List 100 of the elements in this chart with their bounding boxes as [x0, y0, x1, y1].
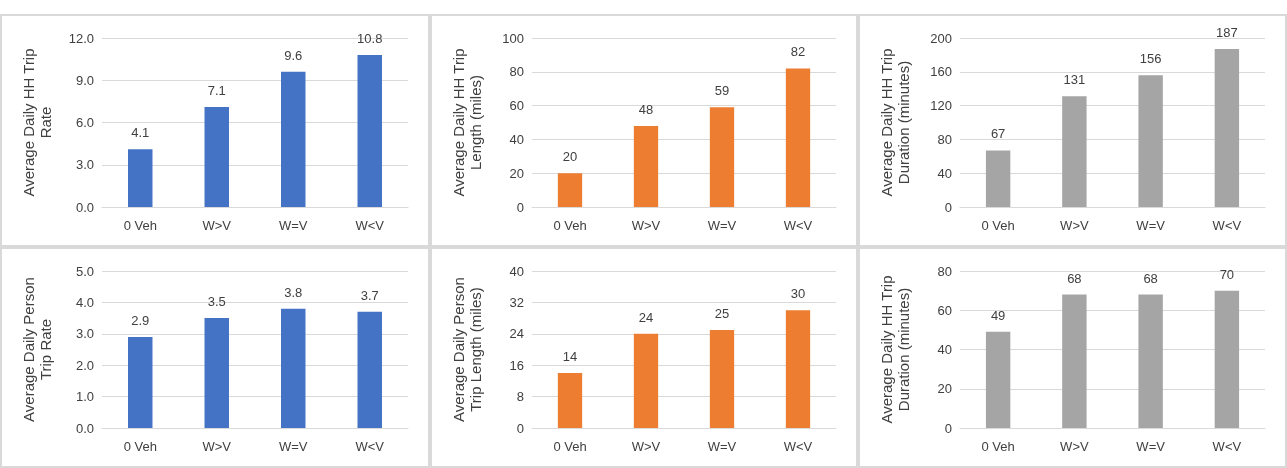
- y-axis-title: Average Daily HH Trip Rate: [20, 48, 54, 197]
- x-tick-label: W<V: [355, 218, 385, 233]
- y-tick-label: 0: [944, 199, 952, 215]
- y-axis-title: Average Daily HH Trip Duration (minutes): [878, 48, 912, 197]
- x-tick-label: W<V: [1212, 218, 1242, 233]
- bar: [709, 329, 735, 428]
- y-tick-label: 3.0: [75, 157, 94, 173]
- x-tick-label: W<V: [1212, 439, 1242, 454]
- x-tick-label: W<V: [783, 439, 813, 454]
- bar: [281, 71, 306, 207]
- y-tick-label: 16: [509, 357, 524, 373]
- data-label: 48: [638, 101, 654, 117]
- bar: [1062, 294, 1087, 428]
- x-tick-label: 0 Veh: [981, 218, 1015, 233]
- bar: [357, 54, 382, 207]
- x-tick-label: W>V: [202, 218, 232, 233]
- data-label: 24: [638, 309, 654, 325]
- data-label: 3.7: [360, 287, 379, 303]
- x-tick-label: W<V: [355, 439, 385, 454]
- data-label: 9.6: [284, 47, 303, 63]
- y-tick-label: 1.0: [75, 389, 94, 405]
- data-label: 59: [714, 83, 730, 99]
- y-tick-label: 8: [516, 389, 524, 405]
- bar: [985, 150, 1011, 207]
- bar: [785, 68, 811, 207]
- y-tick-label: 32: [509, 294, 524, 310]
- y-tick-label: 20: [509, 165, 524, 181]
- bar: [633, 333, 659, 428]
- data-label: 68: [1067, 270, 1082, 286]
- y-tick-label: 9.0: [75, 72, 94, 88]
- data-label: 187: [1216, 24, 1238, 40]
- y-tick-label: 3.0: [75, 326, 94, 342]
- bar: [204, 318, 229, 428]
- bar: [128, 149, 153, 207]
- x-tick-label: 0 Veh: [123, 439, 157, 454]
- y-tick-label: 100: [502, 30, 524, 46]
- y-axis-title: Average Daily Person Trip Length (miles): [450, 277, 484, 422]
- data-label: 3.5: [207, 294, 226, 310]
- y-tick-label: 80: [509, 64, 524, 80]
- x-tick-label: W=V: [278, 218, 308, 233]
- data-label: 131: [1063, 72, 1086, 88]
- bar: [204, 107, 229, 207]
- bar: [985, 331, 1011, 428]
- y-axis-title: Average Daily HH Trip Duration (minutes): [878, 275, 912, 424]
- y-tick-label: 40: [509, 263, 524, 279]
- data-label: 30: [790, 286, 806, 302]
- y-tick-label: 0.0: [75, 199, 94, 215]
- y-axis-title: Average Daily HH Trip Length (miles): [450, 48, 484, 197]
- y-tick-label: 60: [937, 302, 952, 318]
- bar: [281, 308, 306, 428]
- y-tick-label: 60: [509, 98, 524, 114]
- data-label: 82: [790, 44, 806, 60]
- data-label: 68: [1143, 270, 1158, 286]
- x-tick-label: W=V: [1136, 218, 1166, 233]
- data-label: 14: [562, 349, 578, 365]
- bar: [1214, 48, 1240, 207]
- x-tick-label: W<V: [783, 218, 813, 233]
- y-tick-label: 200: [930, 30, 952, 46]
- data-label: 4.1: [131, 125, 150, 141]
- data-label: 156: [1139, 51, 1162, 67]
- x-tick-label: W>V: [1060, 218, 1089, 233]
- bar: [1214, 290, 1240, 428]
- data-label: 10.8: [357, 30, 383, 46]
- x-tick-label: W>V: [202, 439, 232, 454]
- y-axis-title: Average Daily Person Trip Rate: [20, 277, 54, 422]
- y-tick-label: 0: [516, 420, 524, 436]
- x-tick-label: W=V: [278, 439, 308, 454]
- x-tick-label: 0 Veh: [553, 439, 587, 454]
- bar: [785, 310, 811, 428]
- data-label: 49: [990, 307, 1006, 323]
- bar: [633, 125, 659, 207]
- data-label: 3.8: [284, 284, 303, 300]
- y-tick-label: 40: [937, 342, 952, 357]
- data-label: 67: [990, 126, 1006, 142]
- data-label: 25: [714, 305, 730, 321]
- bar: [1138, 294, 1163, 428]
- x-tick-label: W>V: [1060, 439, 1089, 454]
- y-tick-label: 12.0: [68, 30, 94, 46]
- x-tick-label: 0 Veh: [123, 218, 157, 233]
- y-tick-label: 5.0: [75, 263, 94, 279]
- x-tick-label: W>V: [631, 218, 661, 233]
- bar: [557, 173, 583, 207]
- y-tick-label: 40: [937, 165, 952, 181]
- data-label: 20: [562, 149, 578, 165]
- y-tick-label: 4.0: [75, 294, 94, 310]
- y-tick-label: 0: [516, 199, 524, 215]
- y-tick-label: 20: [937, 381, 952, 397]
- data-label: 7.1: [207, 83, 226, 99]
- y-tick-label: 6.0: [75, 115, 94, 130]
- bar: [709, 107, 735, 207]
- x-tick-label: W=V: [1136, 439, 1166, 454]
- y-tick-label: 0.0: [75, 420, 94, 436]
- data-label: 70: [1219, 266, 1235, 282]
- bar: [1138, 75, 1163, 207]
- bar: [128, 336, 153, 428]
- x-tick-label: 0 Veh: [981, 439, 1015, 454]
- y-tick-label: 80: [937, 131, 952, 147]
- y-tick-label: 120: [930, 98, 952, 114]
- x-tick-label: W=V: [707, 218, 737, 233]
- y-tick-label: 0: [944, 420, 952, 436]
